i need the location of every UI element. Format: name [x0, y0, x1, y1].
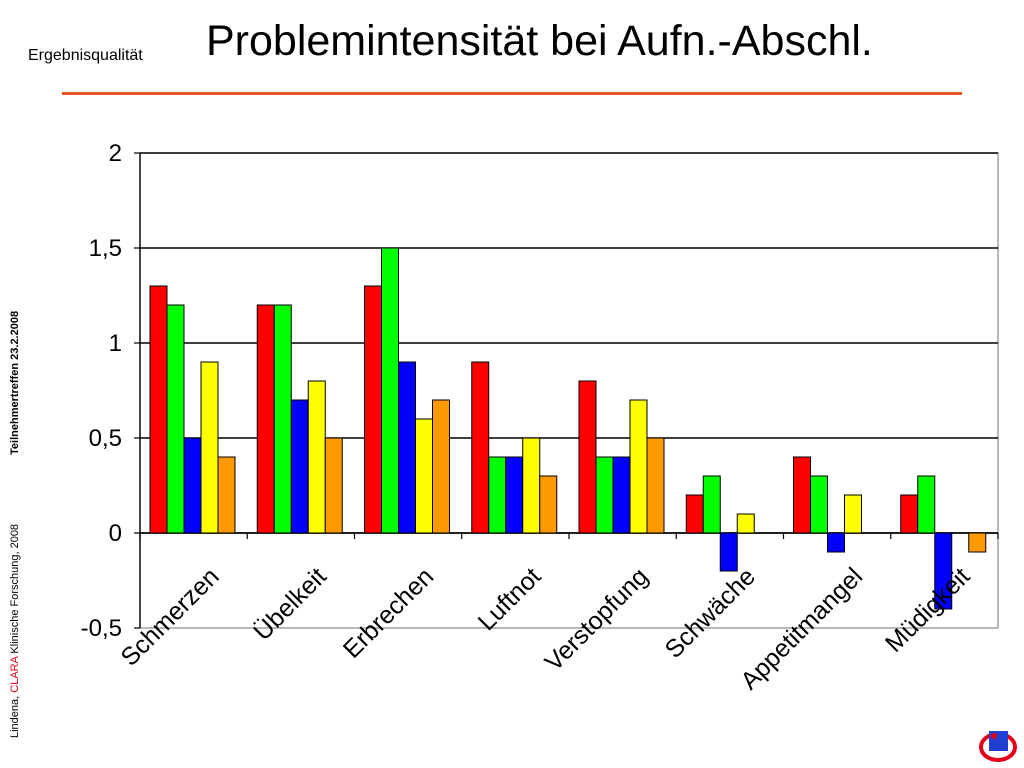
bar: [685, 494, 704, 534]
bar: [166, 304, 185, 534]
bar: [934, 532, 953, 610]
clara-logo: [979, 731, 1017, 762]
bar: [612, 456, 631, 534]
bar: [719, 532, 738, 572]
bar: [827, 532, 845, 553]
y-tick-label: 0: [109, 520, 122, 547]
bar: [629, 399, 648, 534]
bar: [381, 247, 399, 534]
bar: [290, 399, 309, 534]
bar: [273, 304, 292, 534]
bar: [539, 475, 558, 534]
bar: [968, 532, 987, 553]
bar: [505, 456, 524, 534]
bar: [200, 361, 219, 534]
y-tick-label: 2: [109, 140, 122, 167]
title-divider: [62, 92, 962, 95]
bar: [398, 361, 416, 534]
y-tick-label: -0,5: [81, 615, 122, 642]
bar: [917, 475, 936, 534]
bar: [256, 304, 275, 534]
bar: [810, 475, 828, 534]
bar: [415, 418, 433, 534]
bar: [793, 456, 811, 534]
y-tick-label: 1,5: [89, 235, 122, 262]
bar: [471, 361, 490, 534]
bar: [183, 437, 202, 534]
section-label: Ergebnisqualität: [28, 47, 143, 64]
bar: [578, 380, 597, 534]
bar: [307, 380, 326, 534]
bar: [702, 475, 721, 534]
bar: [364, 285, 382, 534]
bar: [149, 285, 168, 534]
bar: [736, 513, 755, 534]
bar: [844, 494, 862, 534]
bar: [522, 437, 541, 534]
bar: [432, 399, 450, 534]
page-title: Problemintensität bei Aufn.-Abschl.: [206, 17, 873, 65]
bar: [900, 494, 919, 534]
bar: [646, 437, 665, 534]
bar: [488, 456, 507, 534]
bar: [595, 456, 614, 534]
bar: [217, 456, 236, 534]
bar: [324, 437, 343, 534]
y-tick-label: 1: [109, 330, 122, 357]
y-tick-label: 0,5: [89, 425, 122, 452]
